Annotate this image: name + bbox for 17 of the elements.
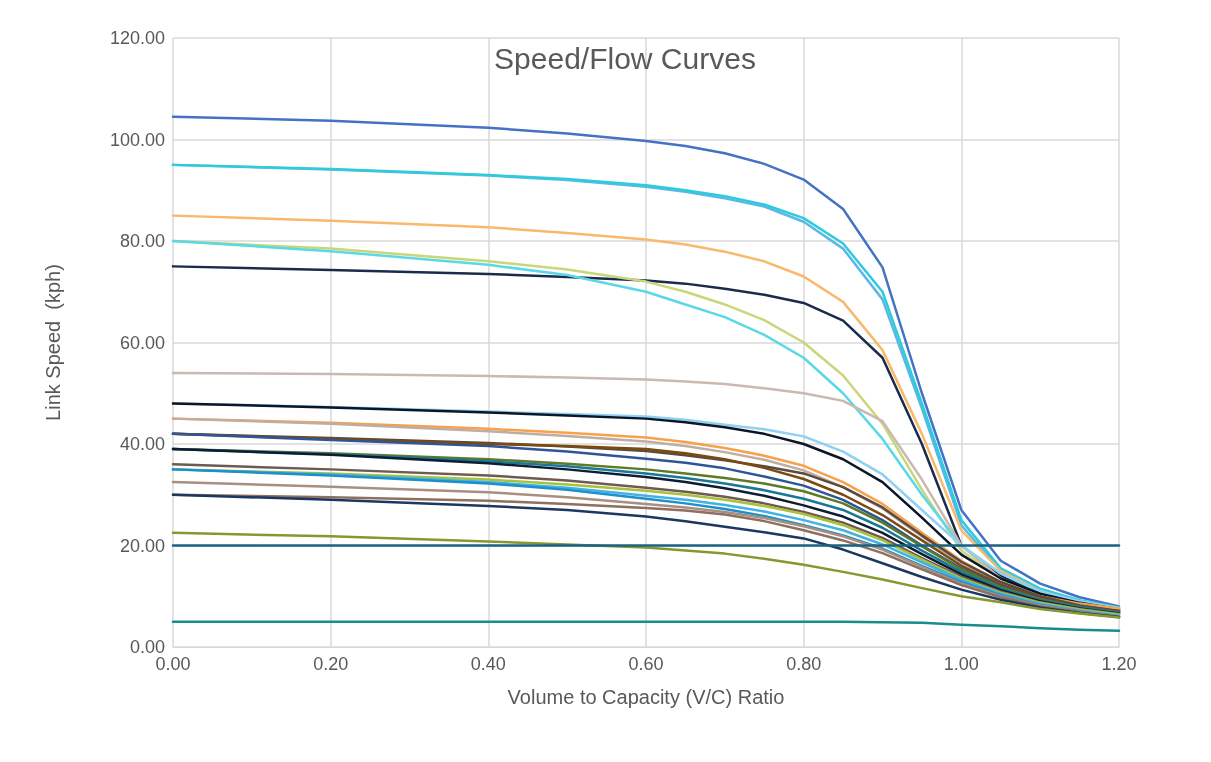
y-tick-label: 40.00 — [119, 434, 165, 454]
y-tick-label: 80.00 — [119, 231, 165, 251]
y-tick-label: 60.00 — [119, 332, 165, 353]
x-tick-label: 1.00 — [943, 654, 979, 674]
x-tick-label: 1.20 — [1101, 654, 1137, 674]
chart-title: Speed/Flow Curves — [494, 41, 756, 75]
y-tick-label: 0.00 — [129, 637, 165, 657]
x-tick-label: 0.20 — [313, 654, 349, 674]
x-tick-label: 0.00 — [155, 654, 191, 674]
y-tick-label: 20.00 — [119, 535, 165, 556]
y-tick-label: 100.00 — [109, 129, 165, 150]
x-tick-label: 0.40 — [470, 654, 506, 674]
y-axis-title: Link Speed (kph) — [42, 264, 64, 421]
x-tick-label: 0.60 — [628, 654, 664, 674]
x-axis-title: Volume to Capacity (V/C) Ratio — [507, 686, 785, 708]
y-tick-label: 120.00 — [109, 28, 165, 48]
x-tick-label: 0.80 — [786, 654, 822, 674]
